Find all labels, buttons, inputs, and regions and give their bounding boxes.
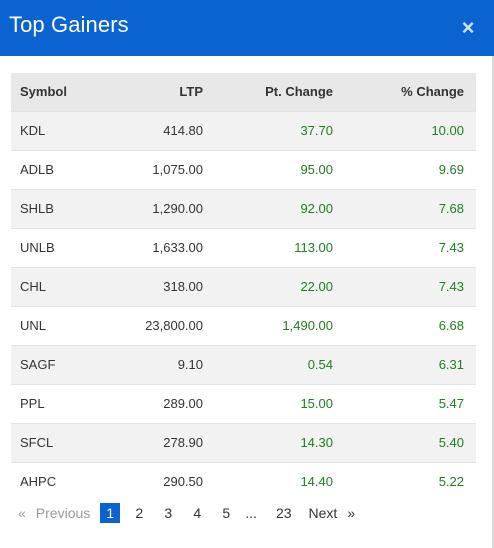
table-row[interactable]: UNLB 1,633.00 113.00 7.43 — [11, 228, 476, 267]
table-row[interactable]: PPL 289.00 15.00 5.47 — [11, 384, 476, 423]
table-body: KDL 414.80 37.70 10.00 ADLB 1,075.00 95.00 9.69… — [11, 111, 476, 501]
column-header-ltp[interactable]: LTP — [179, 84, 203, 100]
cell-pt-change: 14.40 — [300, 474, 333, 490]
next-link[interactable]: Next — [308, 505, 338, 521]
cell-pt-change: 95.00 — [300, 162, 333, 177]
cell-symbol: PPL — [20, 396, 45, 411]
cell-symbol: SFCL — [20, 435, 54, 450]
last-page-link[interactable]: » — [347, 505, 356, 521]
cell-pct-change: 10.00 — [431, 123, 464, 138]
cell-pct-change: 5.40 — [438, 435, 464, 450]
column-header-pct-change[interactable]: % Change — [401, 84, 464, 100]
cell-pct-change: 7.43 — [438, 279, 464, 294]
cell-pt-change: 22.00 — [300, 279, 333, 294]
table-row[interactable]: SAGF 9.10 0.54 6.31 — [11, 345, 476, 384]
cell-pct-change: 6.31 — [438, 357, 464, 372]
cell-pt-change: 0.54 — [307, 357, 333, 372]
close-icon[interactable]: × — [461, 15, 475, 40]
column-header-pt-change[interactable]: Pt. Change — [265, 84, 333, 100]
pagination-ellipsis: ... — [245, 505, 257, 521]
first-page-link[interactable]: « — [18, 505, 26, 521]
gainers-table: Symbol LTP Pt. Change % Change KDL 414.80… — [11, 73, 476, 501]
column-header-symbol[interactable]: Symbol — [20, 84, 67, 100]
cell-ltp: 290.50 — [163, 474, 203, 490]
cell-pct-change: 7.43 — [438, 240, 464, 255]
modal-title: Top Gainers — [9, 12, 129, 37]
cell-pct-change: 5.22 — [438, 474, 464, 490]
page-link-1[interactable]: 1 — [100, 503, 121, 523]
cell-pct-change: 6.68 — [438, 318, 464, 333]
cell-pt-change: 1,490.00 — [282, 318, 333, 333]
cell-ltp: 1,633.00 — [152, 240, 203, 255]
cell-ltp: 9.10 — [177, 357, 203, 372]
gainers-table-wrap: Symbol LTP Pt. Change % Change KDL 414.80… — [11, 73, 476, 501]
cell-ltp: 1,290.00 — [152, 201, 203, 216]
cell-pt-change: 37.70 — [300, 123, 333, 138]
cell-ltp: 414.80 — [163, 123, 203, 138]
cell-symbol: SAGF — [20, 357, 56, 372]
cell-pct-change: 7.68 — [438, 201, 464, 216]
cell-pt-change: 113.00 — [294, 240, 333, 255]
cell-ltp: 278.90 — [163, 435, 203, 450]
table-header-row: Symbol LTP Pt. Change % Change — [11, 73, 476, 111]
cell-pct-change: 9.69 — [438, 162, 464, 177]
table-row[interactable]: CHL 318.00 22.00 7.43 — [11, 267, 476, 306]
page-link-2[interactable]: 2 — [135, 505, 144, 521]
cell-pt-change: 15.00 — [300, 396, 333, 411]
cell-pct-change: 5.47 — [438, 396, 464, 411]
cell-symbol: UNL — [20, 318, 47, 333]
page-link-3[interactable]: 3 — [164, 505, 173, 521]
table-row[interactable]: UNL 23,800.00 1,490.00 6.68 — [11, 306, 476, 345]
cell-pt-change: 92.00 — [300, 201, 333, 216]
cell-symbol: ADLB — [20, 162, 54, 177]
cell-ltp: 289.00 — [163, 396, 203, 411]
cell-ltp: 23,800.00 — [145, 318, 203, 333]
cell-symbol: SHLB — [20, 201, 54, 216]
table-row[interactable]: ADLB 1,075.00 95.00 9.69 — [11, 150, 476, 189]
table-row[interactable]: SHLB 1,290.00 92.00 7.68 — [11, 189, 476, 228]
table-row[interactable]: AHPC 290.50 14.40 5.22 — [11, 462, 476, 501]
cell-symbol: UNLB — [20, 240, 55, 255]
page-link-4[interactable]: 4 — [193, 505, 202, 521]
cell-ltp: 318.00 — [163, 279, 203, 294]
cell-ltp: 1,075.00 — [152, 162, 203, 177]
cell-symbol: AHPC — [20, 474, 57, 490]
page-link-5[interactable]: 5 — [222, 505, 231, 521]
cell-pt-change: 14.30 — [300, 435, 333, 450]
table-row[interactable]: KDL 414.80 37.70 10.00 — [11, 111, 476, 150]
modal-header: Top Gainers × — [0, 0, 494, 56]
previous-link[interactable]: Previous — [35, 505, 91, 521]
page-link-last[interactable]: 23 — [275, 505, 292, 521]
cell-symbol: KDL — [20, 123, 46, 138]
table-row[interactable]: SFCL 278.90 14.30 5.40 — [11, 423, 476, 462]
cell-symbol: CHL — [20, 279, 47, 294]
